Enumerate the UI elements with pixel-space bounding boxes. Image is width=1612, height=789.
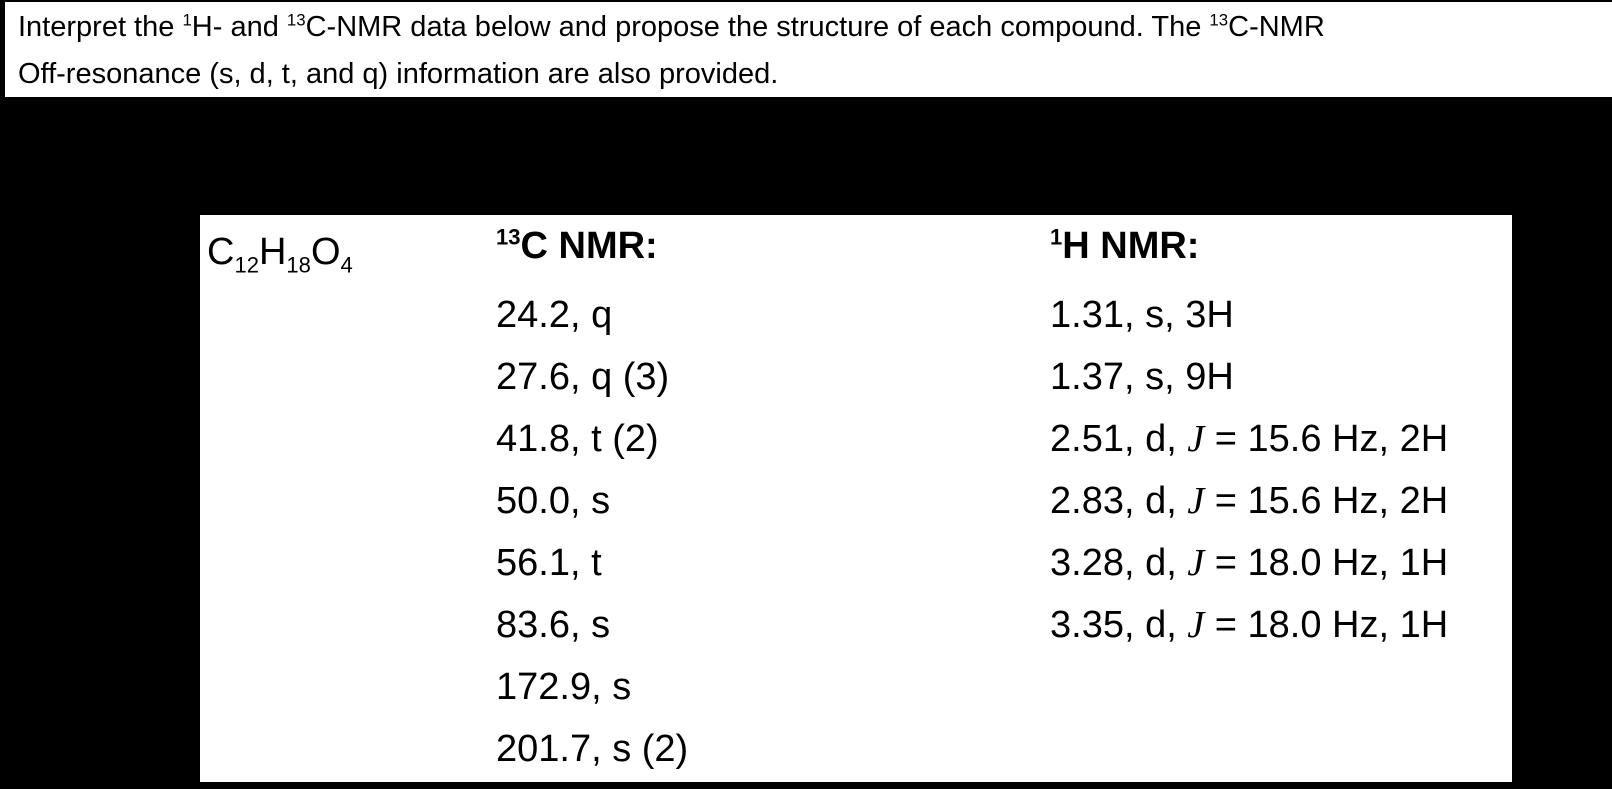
- h1-nmr-column: 1H NMR: 1.31, s, 3H 1.37, s, 9H 2.51, d,…: [1050, 215, 1448, 656]
- h1-nmr-heading: 1H NMR:: [1050, 224, 1200, 267]
- h1-peak: 3.35, d, J = 18.0 Hz, 1H: [1050, 604, 1449, 646]
- question-header: Interpret the 1H- and 13C-NMR data below…: [5, 2, 1612, 97]
- h1-peak: 1.37, s, 9H: [1050, 356, 1234, 398]
- c13-peak: 172.9, s: [496, 666, 632, 708]
- c13-nmr-column: 13C NMR: 24.2, q 27.6, q (3) 41.8, t (2)…: [496, 215, 688, 780]
- c13-peak: 83.6, s: [496, 604, 611, 646]
- nmr-data-panel: C12H18O4 13C NMR: 24.2, q 27.6, q (3) 41…: [200, 215, 1512, 782]
- h1-peak: 1.31, s, 3H: [1050, 294, 1234, 336]
- question-line-1: Interpret the 1H- and 13C-NMR data below…: [18, 10, 1325, 43]
- molecular-formula: C12H18O4: [207, 231, 353, 278]
- h1-peak: 3.28, d, J = 18.0 Hz, 1H: [1050, 542, 1449, 584]
- question-line-2: Off-resonance (s, d, t, and q) informati…: [18, 57, 779, 90]
- c13-peak: 50.0, s: [496, 480, 611, 522]
- h1-peak: 2.83, d, J = 15.6 Hz, 2H: [1050, 480, 1449, 522]
- c13-peak: 41.8, t (2): [496, 418, 659, 460]
- c13-peak: 27.6, q (3): [496, 356, 670, 398]
- h1-peak: 2.51, d, J = 15.6 Hz, 2H: [1050, 418, 1449, 460]
- c13-peak: 201.7, s (2): [496, 728, 689, 770]
- c13-nmr-heading: 13C NMR:: [496, 224, 658, 267]
- c13-peak: 56.1, t: [496, 542, 602, 584]
- c13-peak: 24.2, q: [496, 294, 613, 336]
